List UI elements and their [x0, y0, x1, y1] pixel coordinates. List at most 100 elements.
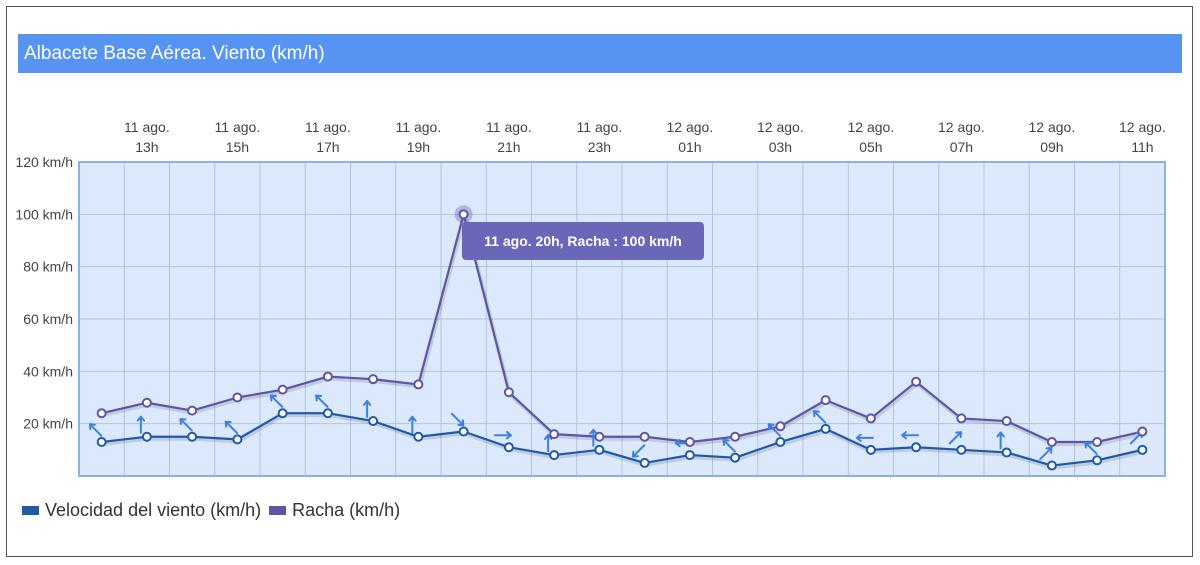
- data-point-racha: [141, 397, 152, 408]
- x-tick-label: 12 ago.: [848, 119, 895, 135]
- x-tick-label: 15h: [226, 139, 249, 155]
- x-tick-label: 11 ago.: [577, 119, 623, 135]
- data-point-velocidad: [911, 442, 922, 453]
- data-point-racha: [549, 429, 560, 440]
- data-point-velocidad: [865, 444, 876, 455]
- wind-direction-arrow-icon: [179, 418, 193, 432]
- wind-direction-arrow-icon: [767, 423, 782, 437]
- wind-direction-arrow-icon: [722, 439, 736, 453]
- x-tick-label: 07h: [950, 139, 973, 155]
- wind-direction-arrow-icon: [493, 431, 512, 440]
- data-point-racha: [1001, 416, 1012, 427]
- data-point-racha: [96, 408, 107, 419]
- x-tick-label: 11 ago.: [396, 119, 442, 135]
- series-line-racha: [101, 213, 1143, 444]
- wind-direction-arrow-icon: [631, 444, 646, 458]
- wind-direction-arrow-icon: [996, 431, 1005, 450]
- data-point-velocidad: [639, 457, 650, 468]
- data-point-velocidad: [956, 444, 967, 455]
- wind-direction-arrow-icon: [315, 394, 329, 408]
- wind-direction-arrow-icon: [589, 428, 598, 447]
- data-point-velocidad: [1092, 455, 1103, 466]
- data-point-racha: [775, 421, 786, 432]
- x-tick-label: 12 ago.: [667, 119, 714, 135]
- legend-label-racha: Racha (km/h): [292, 500, 401, 520]
- wind-direction-arrow-icon: [269, 394, 284, 408]
- data-point-velocidad: [458, 426, 469, 437]
- data-point-racha: [865, 413, 876, 424]
- x-tick-label: 13h: [135, 139, 158, 155]
- chart-title: Albacete Base Aérea. Viento (km/h): [24, 42, 325, 64]
- data-point-racha: [594, 431, 605, 442]
- legend: Velocidad del viento (km/h) Racha (km/h): [22, 500, 400, 521]
- wind-direction-arrow-icon: [948, 431, 963, 445]
- x-tick-label: 12 ago.: [1029, 119, 1076, 135]
- wind-direction-arrow-icon: [1084, 441, 1098, 455]
- data-point-velocidad: [96, 436, 107, 447]
- wind-direction-arrow-icon: [224, 420, 239, 435]
- x-tick-label: 05h: [859, 139, 882, 155]
- data-point-racha: [368, 374, 379, 385]
- y-tick-label: 100 km/h: [15, 206, 73, 222]
- data-point-velocidad: [549, 450, 560, 461]
- legend-swatch-velocidad: [22, 506, 39, 515]
- x-tick-label: 09h: [1040, 139, 1063, 155]
- x-tick-label: 11 ago.: [124, 119, 170, 135]
- plot-border: [78, 161, 1166, 477]
- x-tick-label: 17h: [316, 139, 339, 155]
- legend-swatch-racha: [269, 506, 287, 515]
- data-point-racha: [413, 379, 424, 390]
- x-tick-label: 23h: [588, 139, 611, 155]
- y-tick-label: 20 km/h: [23, 416, 73, 432]
- series-line-shadow-velocidad: [102, 413, 1144, 470]
- data-point-racha: [1137, 426, 1148, 437]
- data-point-velocidad: [187, 431, 198, 442]
- wind-direction-arrow-icon: [1039, 446, 1053, 461]
- data-point-racha: [684, 436, 695, 447]
- data-point-racha: [730, 431, 741, 442]
- wind-direction-arrow-icon: [408, 415, 417, 434]
- x-tick-label: 11 ago.: [486, 119, 532, 135]
- data-point-racha: [187, 405, 198, 416]
- y-tick-label: 80 km/h: [23, 259, 73, 275]
- x-tick-label: 19h: [407, 139, 430, 155]
- data-point-velocidad: [141, 431, 152, 442]
- series-line-shadow-racha: [102, 208, 1144, 446]
- wind-direction-arrow-icon: [136, 415, 146, 434]
- wind-direction-arrow-icon: [88, 423, 103, 437]
- data-point-velocidad: [322, 408, 333, 419]
- data-point-racha: [322, 371, 333, 382]
- data-point-racha: [1046, 436, 1057, 447]
- x-tick-label: 12 ago.: [938, 119, 985, 135]
- x-tick-label: 21h: [497, 139, 520, 155]
- chart-title-bar: Albacete Base Aérea. Viento (km/h): [18, 34, 1182, 73]
- data-point-racha: [1092, 436, 1103, 447]
- data-point-racha: [503, 387, 514, 398]
- tooltip: 11 ago. 20h, Racha : 100 km/h: [462, 222, 704, 260]
- data-point-velocidad: [503, 442, 514, 453]
- data-point-velocidad: [775, 436, 786, 447]
- data-point-racha: [639, 431, 650, 442]
- data-point-velocidad: [1046, 460, 1057, 471]
- data-point-racha: [956, 413, 967, 424]
- data-point-velocidad: [1137, 444, 1148, 455]
- x-tick-label: 11h: [1131, 139, 1153, 155]
- data-point-velocidad: [413, 431, 424, 442]
- wind-direction-arrow-icon: [450, 412, 465, 427]
- wind-direction-arrow-icon: [812, 410, 827, 424]
- x-tick-label: 11 ago.: [215, 119, 261, 135]
- wind-direction-arrow-icon: [543, 434, 553, 453]
- series-line-velocidad: [101, 412, 1143, 467]
- data-point-velocidad: [820, 423, 831, 434]
- data-point-velocidad: [594, 444, 605, 455]
- data-point-velocidad: [1001, 447, 1012, 458]
- legend-item-velocidad[interactable]: Velocidad del viento (km/h): [22, 500, 261, 521]
- data-point-velocidad: [684, 450, 695, 461]
- x-tick-label: 01h: [678, 139, 701, 155]
- data-point-racha: [820, 395, 831, 406]
- data-point-racha: [277, 384, 288, 395]
- data-point-velocidad: [730, 452, 741, 463]
- legend-item-racha[interactable]: Racha (km/h): [269, 500, 400, 521]
- data-point-racha: [458, 209, 469, 220]
